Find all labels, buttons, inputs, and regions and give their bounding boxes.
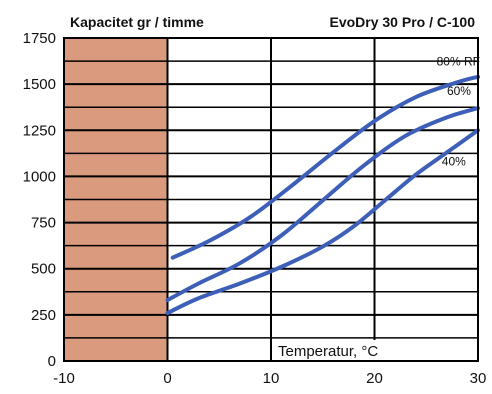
y-tick-label: 1250: [23, 122, 56, 139]
x-axis-label-background: [272, 340, 432, 360]
header-right-title: EvoDry 30 Pro / C-100: [329, 14, 475, 30]
legend-label-80: 80% RF: [437, 55, 480, 69]
x-axis-label: Temperatur, °C: [278, 343, 378, 360]
x-tick-label: -10: [53, 370, 75, 387]
series-line-2: [165, 128, 480, 316]
y-tick-label: 1750: [23, 30, 56, 47]
series-line-1: [165, 106, 480, 303]
x-tick-label: 0: [163, 370, 171, 387]
y-tick-label: 0: [48, 353, 56, 370]
y-tick-labels: 0 250 500 750 1000 1250 1500 1750: [23, 30, 56, 370]
y-tick-label: 250: [31, 307, 56, 324]
legend-label-60: 60%: [447, 84, 471, 98]
x-tick-label: 20: [366, 370, 383, 387]
x-tick-labels: -10 0 10 20 30: [53, 370, 486, 387]
y-tick-label: 750: [31, 215, 56, 232]
header-left-title: Kapacitet gr / timme: [70, 14, 204, 30]
y-tick-label: 500: [31, 261, 56, 278]
legend-label-40: 40%: [442, 154, 466, 168]
x-tick-label: 30: [470, 370, 487, 387]
series-lines: [165, 74, 480, 316]
y-tick-label: 1500: [23, 76, 56, 93]
y-tick-label: 1000: [23, 168, 56, 185]
plot-border: [63, 37, 479, 362]
x-tick-label: 10: [263, 370, 280, 387]
series-line-0: [170, 74, 480, 260]
